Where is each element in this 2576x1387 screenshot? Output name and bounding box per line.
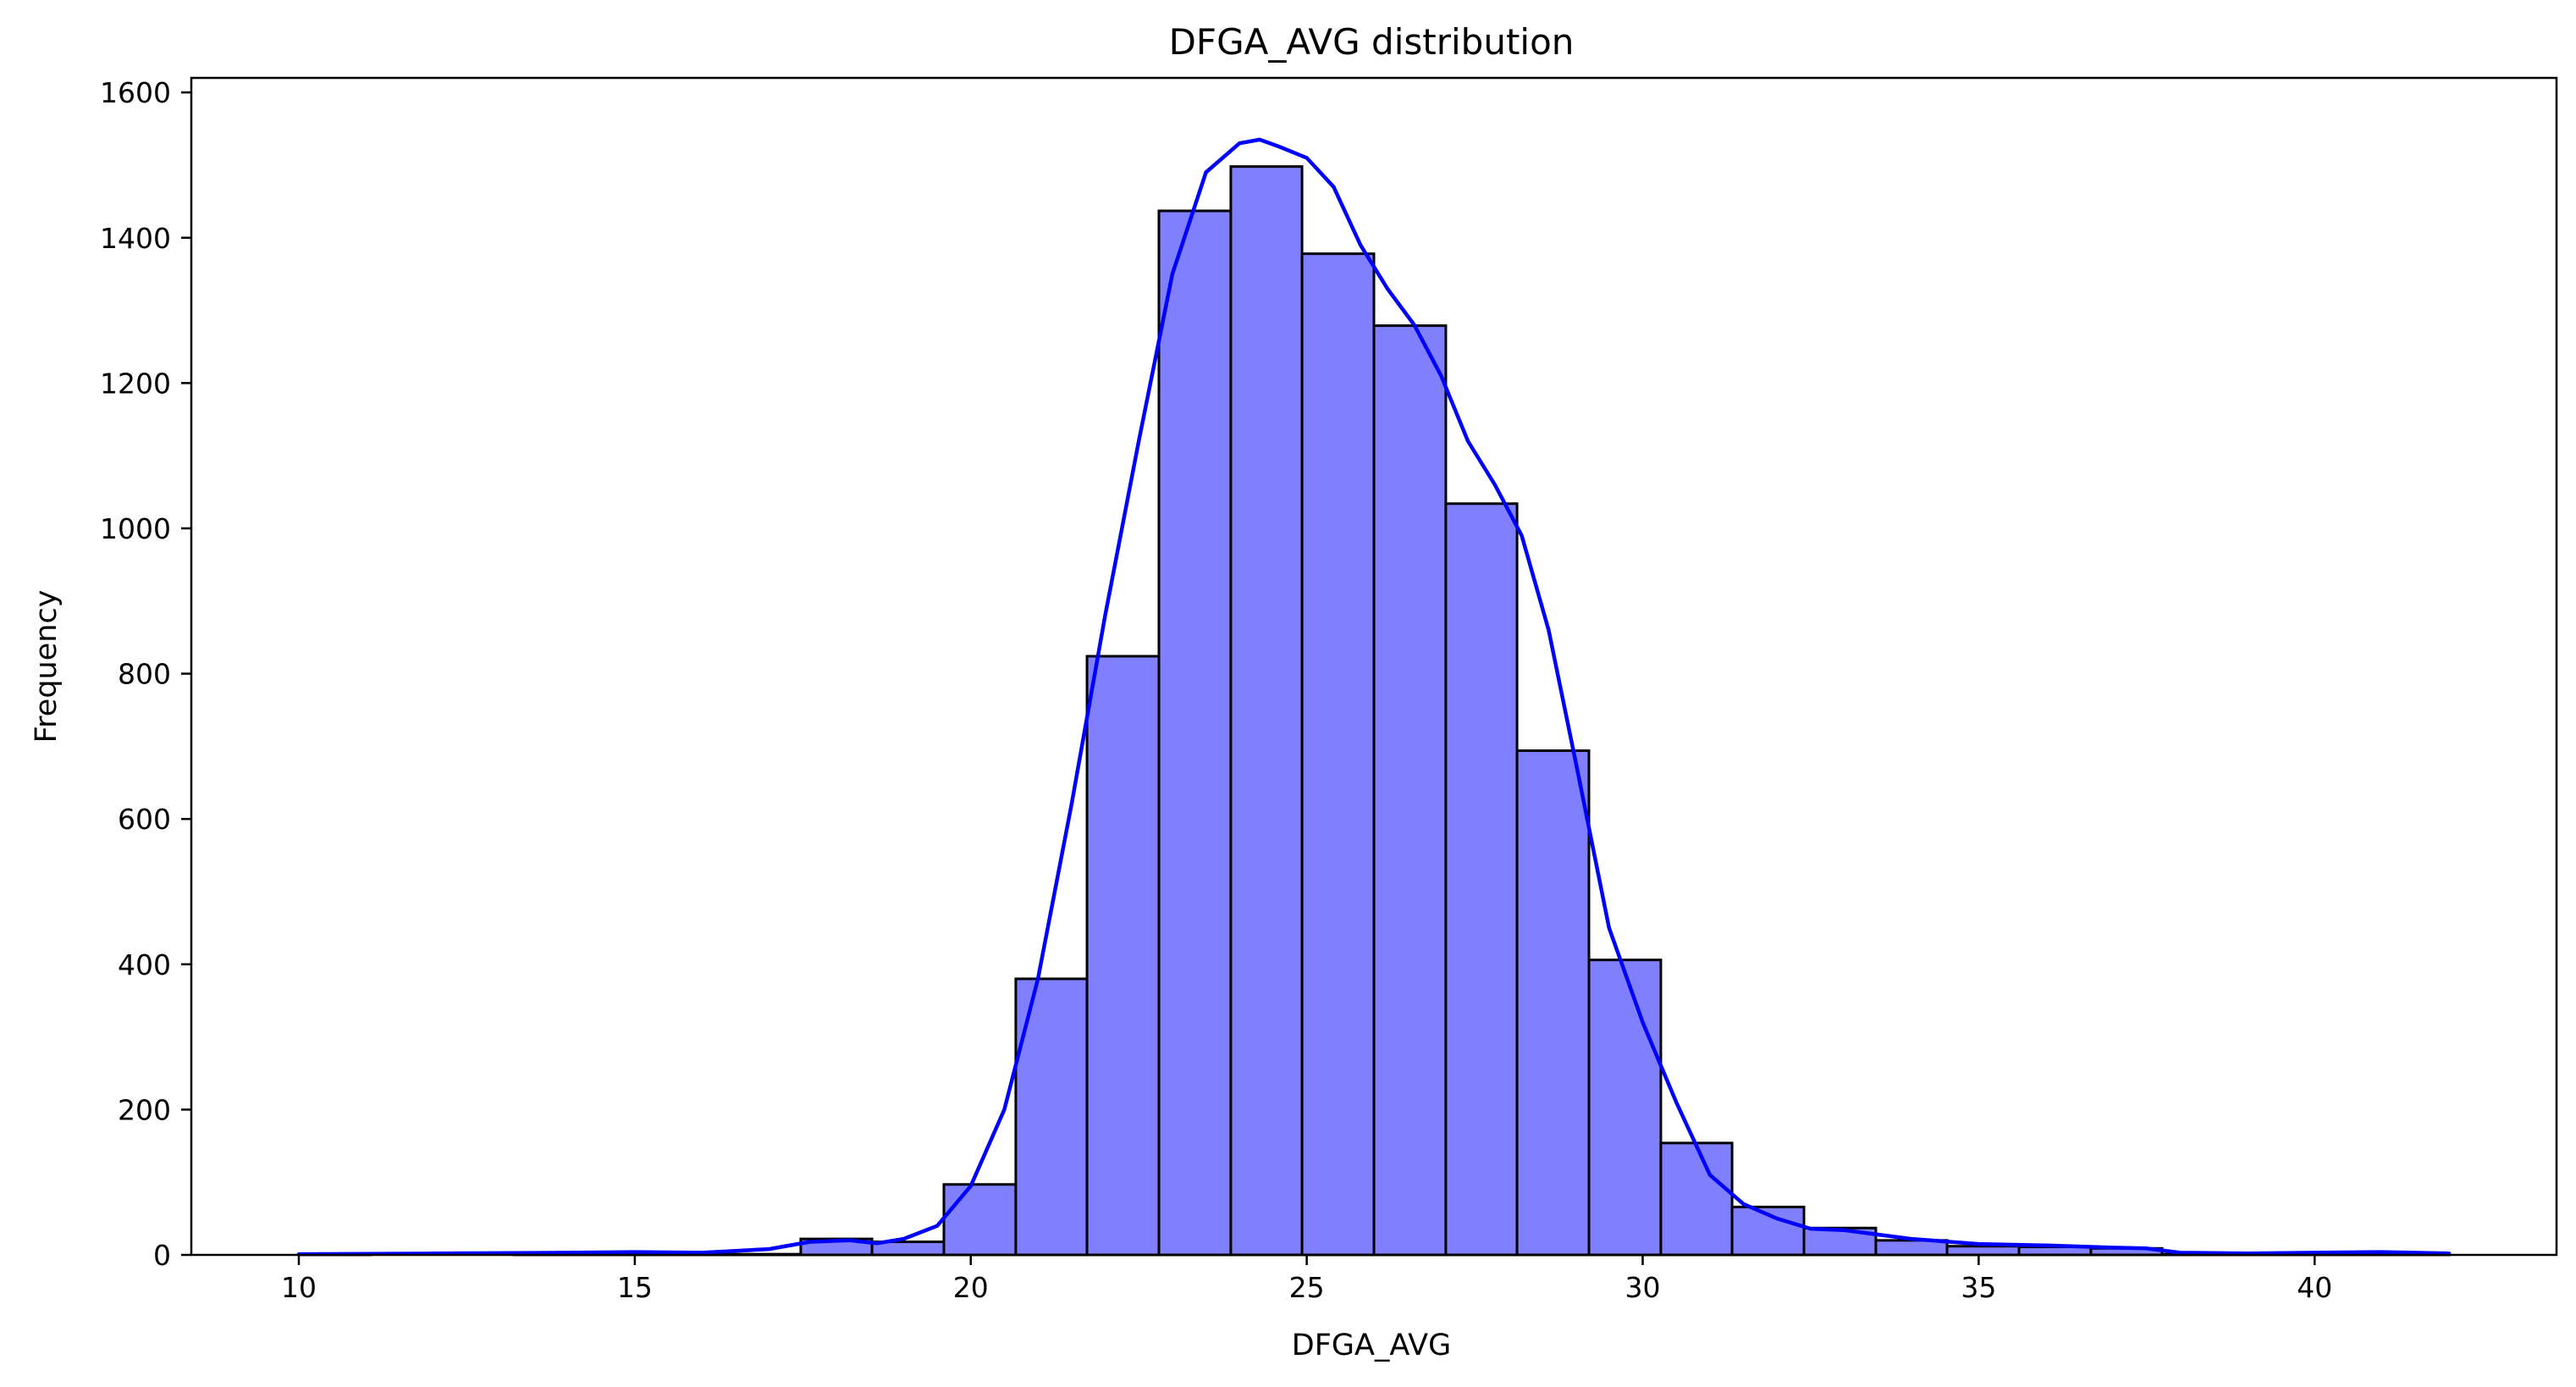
y-tick-label: 1600: [100, 76, 171, 109]
histogram-bar: [1157, 209, 1233, 1257]
x-tick-label: 30: [1625, 1271, 1661, 1304]
x-axis: 10 15 20 25 30 35 40: [281, 1255, 2332, 1304]
x-tick-label: 15: [617, 1271, 653, 1304]
y-tick-label: 1400: [100, 222, 171, 255]
histogram-bar: [1515, 749, 1591, 1257]
histogram-bar: [942, 1183, 1018, 1257]
y-axis: 0 200 400 600 800 1000 1200 1400 1600: [100, 76, 191, 1272]
histogram-bar: [1945, 1245, 2021, 1257]
x-tick-label: 25: [1289, 1271, 1325, 1304]
plot-frame: [190, 76, 2558, 1257]
y-tick-label: 0: [153, 1239, 171, 1272]
y-tick-label: 400: [118, 948, 171, 981]
y-tick-label: 1200: [100, 367, 171, 400]
histogram-bar: [1659, 1141, 1734, 1257]
y-axis-title: Frequency: [30, 590, 63, 743]
y-tick-label: 600: [118, 803, 171, 836]
histogram-bar: [1229, 165, 1304, 1257]
y-tick-label: 1000: [100, 512, 171, 545]
kde-curve: [296, 137, 2452, 1257]
y-tick-label: 200: [118, 1093, 171, 1126]
x-tick-label: 40: [2297, 1271, 2332, 1304]
histogram-bar: [1587, 959, 1663, 1257]
histogram-bar: [1300, 252, 1376, 1257]
histogram-bar: [1085, 655, 1161, 1257]
y-tick-label: 800: [118, 658, 171, 691]
x-tick-label: 10: [281, 1271, 317, 1304]
x-tick-label: 35: [1961, 1271, 1996, 1304]
histogram-bar: [1372, 324, 1448, 1257]
x-tick-label: 20: [953, 1271, 989, 1304]
x-axis-title: DFGA_AVG: [1292, 1329, 1451, 1362]
histogram-bar: [1444, 502, 1519, 1257]
chart-title: DFGA_AVG distribution: [1169, 21, 1575, 63]
